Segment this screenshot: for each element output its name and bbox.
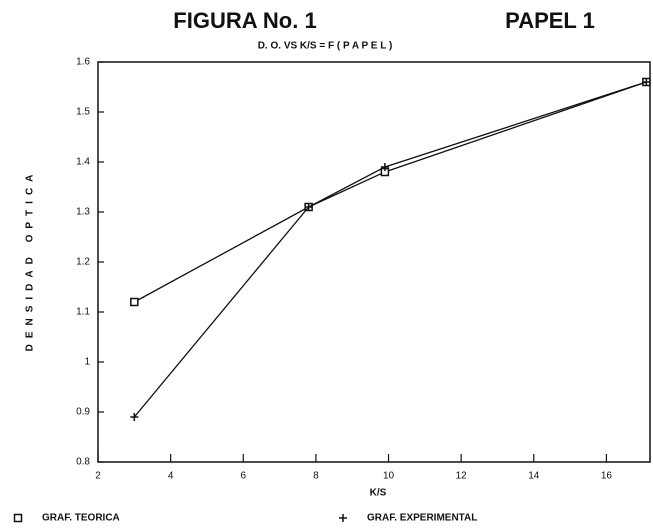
x-tick-label: 10 [383, 471, 395, 482]
x-tick-label: 6 [240, 471, 246, 482]
x-tick-label: 2 [95, 471, 101, 482]
x-tick-label: 8 [313, 471, 319, 482]
x-axis-label: K/S [370, 488, 387, 499]
y-tick-label: 1.5 [76, 107, 90, 118]
point-plus [380, 163, 389, 171]
y-tick-label: 1.1 [76, 307, 90, 318]
chart-subtitle: D. O. VS K/S = F ( P A P E L ) [258, 41, 393, 52]
point-plus [304, 203, 313, 211]
point-plus [642, 78, 651, 86]
x-tick-label: 14 [528, 471, 540, 482]
x-tick-label: 16 [601, 471, 613, 482]
legend-label: GRAF. TEORICA [42, 513, 120, 524]
y-tick-label: 1.4 [76, 157, 90, 168]
chart-title-right: PAPEL 1 [505, 8, 595, 33]
y-axis-label: DENSIDAD OPTICA [25, 169, 36, 352]
y-tick-label: 1.2 [76, 257, 90, 268]
series-line [133, 81, 647, 418]
chart-title: FIGURA No. 1 [173, 8, 316, 33]
point-plus [339, 514, 347, 522]
x-tick-label: 4 [168, 471, 174, 482]
x-tick-label: 12 [456, 471, 468, 482]
y-tick-label: 1.3 [76, 207, 90, 218]
y-tick-label: 1.6 [76, 57, 90, 68]
point-square [13, 513, 23, 523]
point-plus [130, 413, 139, 421]
point-square [130, 297, 139, 307]
series-line [134, 81, 647, 303]
plot-frame [97, 61, 651, 463]
y-tick-label: 0.9 [76, 407, 90, 418]
y-tick-label: 1 [84, 357, 90, 368]
y-tick-label: 0.8 [76, 457, 90, 468]
legend-label: GRAF. EXPERIMENTAL [367, 513, 477, 524]
